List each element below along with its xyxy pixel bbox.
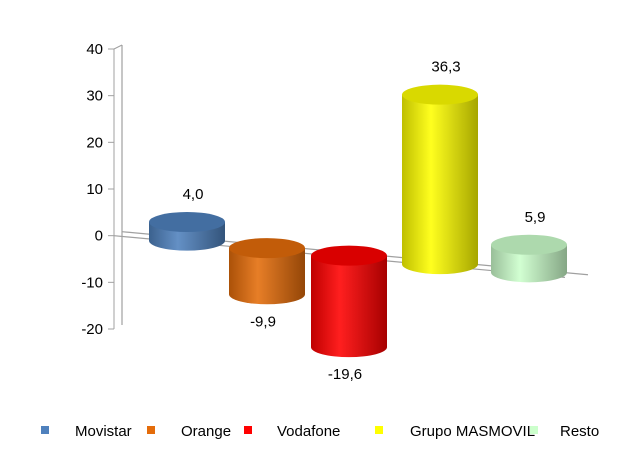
legend-swatch [147,426,155,434]
bar-movistar [149,212,225,251]
bar-vodafone [311,245,387,358]
y-tick-label: -10 [81,274,103,291]
bar-cap [229,238,305,259]
bar-body [229,248,305,305]
legend-item: Resto [530,423,599,440]
bar-cap [491,234,567,255]
bar-grupo-masmovil [402,84,478,275]
y-tick-label: 0 [95,228,103,245]
bar-body [311,255,387,358]
data-label: 4,0 [183,186,204,203]
data-label: 36,3 [431,59,460,76]
y-tick-label: 10 [86,181,103,198]
legend-swatch [41,426,49,434]
y-tick-label: 20 [86,134,103,151]
bar-body [402,94,478,275]
data-label: 5,9 [525,209,546,226]
legend-item: Vodafone [244,423,340,440]
legend-swatch [530,426,538,434]
y-tick-label: 40 [86,41,103,58]
legend-label: Orange [181,423,231,440]
bar-cap [402,84,478,105]
legend-label: Vodafone [277,423,340,440]
y-axis-depth-top [113,44,123,50]
legend-label: Grupo MASMOVIL [410,423,535,440]
bar-resto [491,234,567,283]
bar-cap [311,245,387,266]
legend: Movistar Orange Vodafone Grupo MASMOVIL Rest… [41,423,599,440]
legend-label: Movistar [75,423,132,440]
legend-item: Orange [147,423,231,440]
data-labels: 4,0 -9,9 -19,6 36,3 5,9 [183,59,546,383]
legend-item: Movistar [41,423,132,440]
legend-swatch [244,426,252,434]
bars [149,84,567,358]
bar-orange [229,238,305,305]
data-label: -19,6 [328,366,362,383]
legend-label: Resto [560,423,599,440]
y-tick-label: 30 [86,88,103,105]
data-label: -9,9 [250,313,276,330]
legend-item: Grupo MASMOVIL [375,423,535,440]
y-tick-label: -20 [81,321,103,338]
bar-body [491,244,567,283]
legend-swatch [375,426,383,434]
bar-cap [149,212,225,233]
